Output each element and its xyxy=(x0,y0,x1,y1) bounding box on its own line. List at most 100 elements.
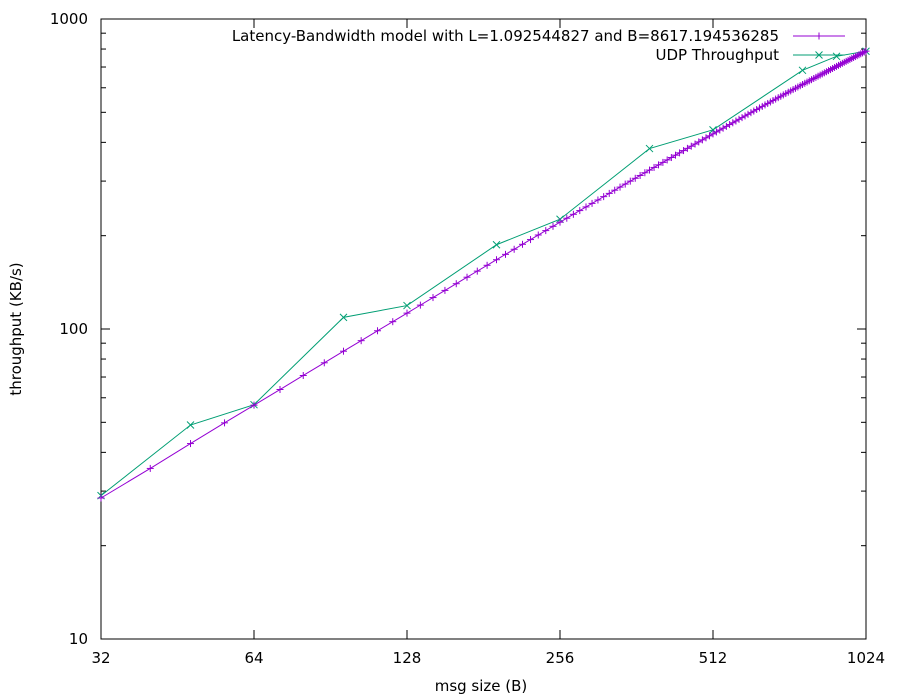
udp-point xyxy=(645,144,654,153)
model-point xyxy=(862,47,870,55)
model-point xyxy=(641,169,649,177)
model-point xyxy=(735,115,743,123)
model-point xyxy=(716,126,724,134)
model-point xyxy=(534,231,542,239)
model-point xyxy=(691,140,699,148)
model-point xyxy=(687,142,695,150)
y-tick-label: 100 xyxy=(59,320,88,338)
model-point xyxy=(605,189,613,197)
model-point xyxy=(709,130,717,138)
model-point xyxy=(850,53,858,61)
model-point xyxy=(97,494,105,502)
model-point xyxy=(600,193,608,201)
model-point xyxy=(186,440,194,448)
model-point xyxy=(483,261,491,269)
model-point xyxy=(429,294,437,302)
model-point xyxy=(726,121,734,129)
model-point xyxy=(357,337,365,345)
model-point xyxy=(659,158,667,166)
model-point xyxy=(859,49,867,57)
model-point xyxy=(502,250,510,258)
model-point xyxy=(744,110,752,118)
model-point xyxy=(719,124,727,132)
x-tick-label: 256 xyxy=(546,649,575,667)
series-udp xyxy=(97,47,870,500)
model-point xyxy=(732,117,740,125)
udp-point xyxy=(798,66,807,75)
x-tick-label: 128 xyxy=(393,649,422,667)
model-point xyxy=(250,401,258,409)
legend-swatch xyxy=(793,32,845,40)
model-point xyxy=(695,138,703,146)
model-point xyxy=(473,267,481,275)
model-point xyxy=(621,180,629,188)
model-point xyxy=(582,203,590,211)
y-tick-label: 10 xyxy=(69,630,88,648)
legend-marker xyxy=(815,51,823,59)
model-point xyxy=(680,147,688,155)
model-point xyxy=(655,161,663,169)
model-point xyxy=(636,171,644,179)
model-point xyxy=(722,122,730,130)
model-point xyxy=(518,240,526,248)
legend-marker xyxy=(815,32,823,40)
model-point xyxy=(645,166,653,174)
model-point xyxy=(452,280,460,288)
legend-label: Latency-Bandwidth model with L=1.0925448… xyxy=(232,27,779,45)
x-axis-label: msg size (B) xyxy=(435,677,528,695)
model-point xyxy=(569,210,577,218)
model-point xyxy=(563,214,571,222)
model-point xyxy=(702,134,710,142)
model-point xyxy=(588,199,596,207)
x-tick-label: 32 xyxy=(91,649,110,667)
model-point xyxy=(594,196,602,204)
model-point xyxy=(146,464,154,472)
model-point xyxy=(698,136,706,144)
model-point xyxy=(441,286,449,294)
legend-swatch xyxy=(793,51,845,59)
model-point xyxy=(683,144,691,152)
udp-point xyxy=(492,240,501,249)
legend-label: UDP Throughput xyxy=(656,46,780,64)
model-point xyxy=(853,52,861,60)
model-point xyxy=(857,50,865,58)
udp-point xyxy=(832,52,841,61)
model-point xyxy=(750,107,758,115)
x-tick-label: 512 xyxy=(699,649,728,667)
legend: Latency-Bandwidth model with L=1.0925448… xyxy=(232,27,845,64)
model-point xyxy=(663,156,671,164)
axis-tick-labels: 32 64 128 256 512 1024 10 100 1000 xyxy=(50,10,885,667)
axis-ticks xyxy=(100,18,867,640)
model-point xyxy=(299,371,307,379)
model-line xyxy=(100,50,867,499)
model-point xyxy=(463,273,471,281)
model-point xyxy=(738,114,746,122)
model-point xyxy=(848,54,856,62)
model-point xyxy=(556,218,564,226)
udp-point xyxy=(403,301,411,310)
model-point xyxy=(374,327,382,335)
model-point xyxy=(276,386,284,394)
model-point xyxy=(549,222,557,230)
udp-line xyxy=(100,50,867,497)
model-point xyxy=(631,174,639,182)
model-point xyxy=(851,53,859,61)
model-point xyxy=(860,48,868,56)
model-point xyxy=(320,359,328,367)
model-point xyxy=(667,154,675,162)
model-point xyxy=(626,177,634,185)
model-point xyxy=(416,301,424,309)
model-point xyxy=(403,309,411,317)
series-model xyxy=(97,47,870,502)
model-point xyxy=(221,419,229,427)
model-point xyxy=(650,163,658,171)
x-tick-label: 64 xyxy=(244,649,263,667)
udp-point xyxy=(186,421,195,429)
model-point xyxy=(676,149,684,157)
model-point xyxy=(510,245,518,253)
model-point xyxy=(616,183,624,191)
model-point xyxy=(492,256,500,264)
model-point xyxy=(339,347,347,355)
model-point xyxy=(527,236,535,244)
